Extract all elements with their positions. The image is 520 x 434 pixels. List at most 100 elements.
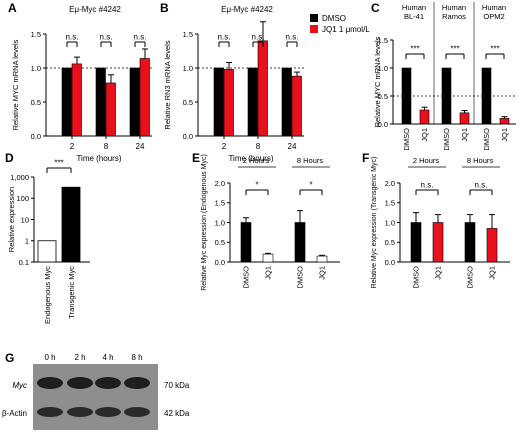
bar-dmso: [410, 222, 422, 263]
bar-dmso: [464, 222, 476, 263]
significance-label: *: [309, 181, 312, 190]
y-tick-label: 1: [25, 237, 29, 246]
y-tick-label: 1.5: [31, 30, 41, 39]
y-tick-label: 0.0: [31, 132, 41, 141]
western-blot-panel: G 0 h 2 h 4 h 8 h Myc 70 kDa β-Actin 42 kDa: [2, 351, 190, 430]
bar-dmso: [481, 67, 492, 125]
y-axis-label: Relative MYC mRNA levels: [373, 36, 382, 127]
panel-letter: F: [362, 151, 369, 165]
y-axis-label: Relative RN3 mRNA levels: [163, 40, 172, 129]
significance-label: n.s.: [475, 181, 488, 190]
x-tick-label: 2: [70, 142, 75, 151]
significance-label: n.s.: [252, 33, 265, 42]
bar-dmso: [240, 222, 252, 263]
x-tick-label: JQ1: [318, 266, 327, 280]
y-tick-label: 0.5: [183, 98, 193, 107]
y-axis-label: Relative Myc expression (Endogenous Myc): [201, 154, 208, 291]
significance-label: ***: [54, 159, 63, 168]
lane-label: 8 h: [131, 353, 142, 362]
x-tick-label: 24: [136, 142, 145, 151]
panel-letter: C: [371, 1, 380, 15]
bar-dmso: [129, 67, 140, 137]
bar-jq1: [139, 58, 150, 137]
y-tick-label: 0.0: [215, 258, 225, 267]
x-tick-label: JQ1: [434, 266, 443, 280]
x-tick-label: 2: [222, 142, 227, 151]
bar-dmso: [247, 67, 258, 137]
y-tick-label: 0.5: [215, 238, 225, 247]
x-tick-label: DMSO: [466, 266, 475, 289]
bar-jq1: [105, 82, 116, 137]
x-tick-label: Transgenic Myc: [67, 266, 76, 319]
x-tick-label: JQ1: [488, 266, 497, 280]
chart-panel-b: B Eμ-Myc #4242 0.0 0.5 1.0 1.5 n.s. 2 n.s. 8 n.s. 2…: [160, 1, 370, 163]
y-tick-label: 0.5: [31, 98, 41, 107]
significance-label: ***: [490, 45, 499, 54]
y-tick-label: 0.5: [378, 92, 388, 101]
significance-label: n.s.: [421, 181, 434, 190]
y-tick-label: 1.5: [378, 36, 388, 45]
x-tick-label: DMSO: [442, 128, 451, 151]
significance-label: n.s.: [100, 33, 113, 42]
y-tick-label: 1,000: [10, 173, 29, 182]
y-tick-label: 1.0: [378, 64, 388, 73]
y-tick-label: 10: [21, 215, 29, 224]
legend-swatch: [310, 25, 318, 33]
x-tick-label: JQ1: [264, 266, 273, 280]
legend-label: DMSO: [322, 14, 346, 23]
group-label: Human: [442, 3, 466, 12]
legend-label: JQ1 1 μmol/L: [322, 25, 370, 34]
blot-row-label: Myc: [12, 381, 27, 390]
significance-label: *: [255, 181, 258, 190]
y-tick-label: 0.0: [183, 132, 193, 141]
significance-label: n.s.: [134, 33, 147, 42]
group-label: 2 Hours: [413, 156, 440, 165]
actin-band: [124, 407, 150, 417]
group-label: 8 Hours: [467, 156, 494, 165]
y-tick-label: 0.0: [378, 120, 388, 129]
y-tick-label: 1.5: [385, 199, 395, 208]
lane-label: 2 h: [74, 353, 85, 362]
y-tick-label: 1.0: [215, 218, 225, 227]
bar-jq1: [223, 69, 234, 137]
group-label: BL-41: [404, 12, 424, 21]
lane-label: 0 h: [44, 353, 55, 362]
y-tick-label: 0.0: [385, 258, 395, 267]
myc-band: [124, 377, 150, 389]
bar-jq1: [262, 253, 274, 263]
chart-title: Eμ-Myc #4242: [221, 5, 273, 14]
chart-panel-d: D 0.1 1 10 100 1,000 Endogenous Myc Transgenic …: [5, 151, 90, 324]
group-label: Human: [482, 3, 506, 12]
bar-transgenic: [61, 186, 81, 263]
x-tick-label: JQ1: [420, 128, 429, 142]
bar-jq1: [486, 228, 498, 263]
bar-jq1: [291, 75, 302, 137]
y-tick-label: 1.0: [183, 64, 193, 73]
bar-dmso: [401, 67, 412, 125]
group-label: 8 Hours: [297, 156, 324, 165]
panel-letter: G: [5, 351, 14, 365]
bar-dmso: [61, 67, 72, 137]
actin-band: [67, 407, 93, 417]
group-label: Human: [402, 3, 426, 12]
x-tick-label: DMSO: [412, 266, 421, 289]
group-label: OPM2: [483, 12, 504, 21]
bar-jq1: [432, 222, 444, 263]
bar-endogenous: [37, 240, 57, 263]
y-tick-label: 1.5: [215, 199, 225, 208]
bar-jq1: [257, 40, 268, 137]
y-tick-label: 100: [16, 194, 29, 203]
group-label: 2 Hours: [243, 156, 270, 165]
bar-jq1: [71, 63, 82, 137]
x-tick-label: 8: [256, 142, 261, 151]
bar-jq1: [419, 109, 430, 125]
panel-letter: E: [192, 151, 200, 165]
y-axis-label: Relative Myc expression (Transgenic Myc): [371, 157, 378, 289]
myc-band: [95, 377, 121, 389]
blot-size-label: 70 kDa: [164, 381, 190, 390]
significance-label: n.s.: [66, 33, 79, 42]
panel-letter: A: [8, 1, 17, 15]
y-axis-label: Relative MYC mRNA levels: [11, 39, 20, 130]
